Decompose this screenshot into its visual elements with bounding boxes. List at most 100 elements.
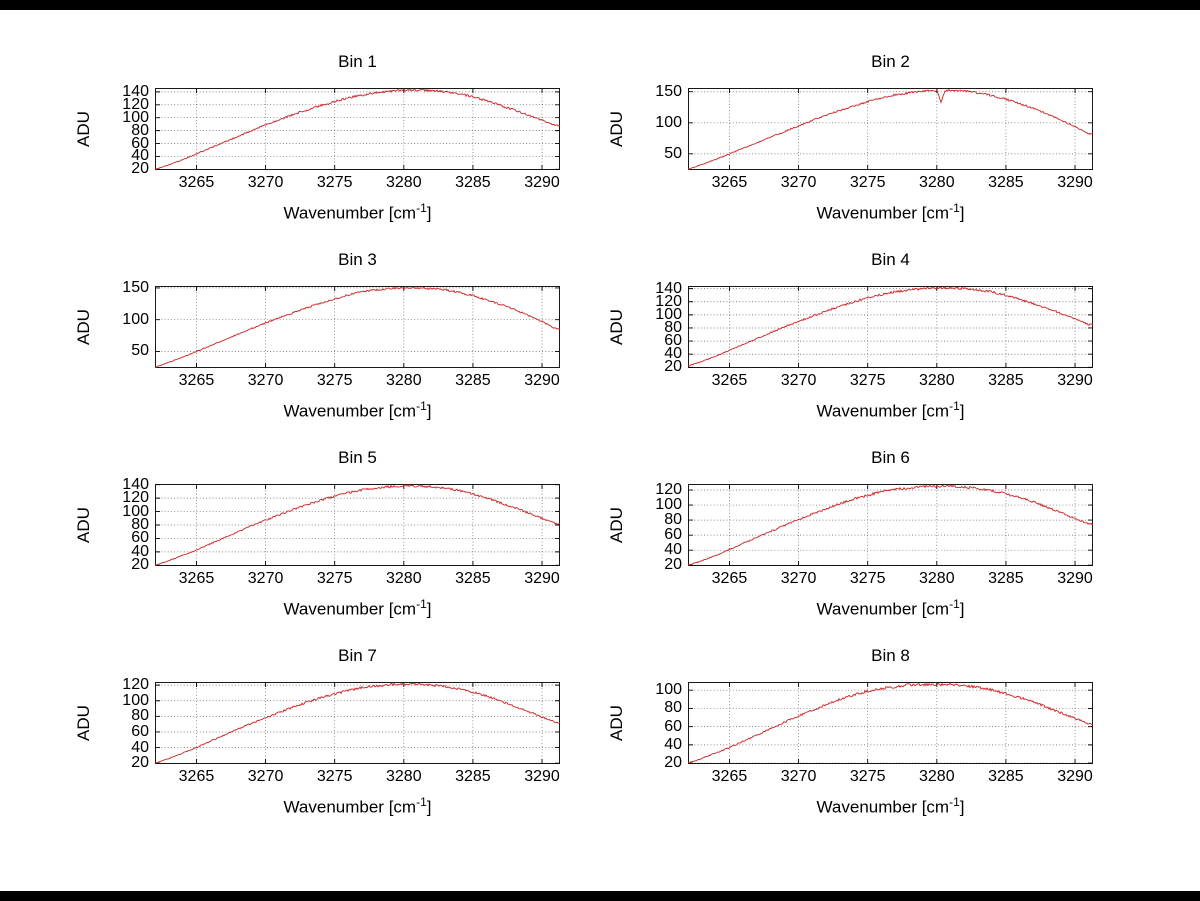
x-tick-label: 3265 [178, 372, 215, 389]
y-axis-label-text: ADU [74, 309, 93, 345]
x-axis-label: Wavenumber [cm-1] [688, 394, 1093, 424]
y-tick-label: 80 [664, 318, 682, 336]
y-tick-label: 60 [664, 526, 682, 544]
y-tick-label: 140 [122, 475, 149, 493]
plot-area [688, 484, 1093, 566]
y-tick-label: 120 [655, 292, 682, 310]
y-tick-label: 20 [664, 556, 682, 574]
y-tick-labels: 20 40 60 80 100 120 [636, 481, 684, 573]
y-tick-label: 40 [664, 541, 682, 559]
y-axis-label: ADU [71, 286, 97, 368]
x-tick-label: 3280 [386, 174, 422, 191]
y-tick-label: 100 [122, 310, 149, 328]
y-tick-label: 40 [664, 735, 682, 753]
x-axis-label-base: Wavenumber [cm [816, 599, 950, 619]
x-tick-label: 3285 [455, 174, 491, 191]
subplot-bin-7: Bin 7 ADU 20 40 60 80 100 120 3265 3270 3275 3280 32… [74, 644, 575, 822]
plot-canvas [688, 286, 1093, 368]
x-axis-label-close: ] [426, 401, 432, 421]
x-axis-label-sup: -1 [949, 201, 960, 215]
x-tick-label: 3270 [780, 768, 817, 785]
y-axis-label-text: ADU [74, 705, 93, 741]
x-tick-label: 3280 [386, 768, 422, 785]
x-tick-label: 3270 [780, 372, 817, 389]
y-tick-labels: 20 40 60 80 100 120 140 [103, 476, 151, 574]
x-tick-label: 3285 [988, 768, 1024, 785]
y-axis-label-text: ADU [607, 705, 626, 741]
y-tick-labels: 20 40 60 80 100 120 140 [636, 280, 684, 376]
x-tick-label: 3280 [919, 570, 955, 587]
y-tick-label: 150 [122, 278, 149, 296]
x-tick-label: 3270 [780, 174, 817, 191]
y-tick-label: 150 [655, 82, 682, 100]
x-tick-label: 3265 [711, 174, 748, 191]
x-tick-label: 3290 [524, 768, 560, 785]
y-tick-label: 60 [664, 332, 682, 350]
y-tick-label: 20 [131, 754, 149, 772]
x-tick-label: 3275 [316, 174, 353, 191]
x-tick-label: 3275 [849, 570, 886, 587]
x-axis-label-sup: -1 [416, 597, 427, 611]
y-axis-label: ADU [604, 682, 630, 764]
y-tick-label: 100 [655, 681, 682, 699]
y-axis-label: ADU [71, 88, 97, 170]
y-tick-label: 40 [131, 738, 149, 756]
x-tick-label: 3265 [711, 570, 748, 587]
x-tick-label: 3290 [524, 570, 560, 587]
x-axis-label: Wavenumber [cm-1] [688, 790, 1093, 820]
x-tick-label: 3285 [988, 570, 1024, 587]
y-tick-label: 80 [131, 707, 149, 725]
x-tick-labels: 3265 3270 3275 3280 3285 3290 [688, 569, 1093, 589]
chart-title: Bin 3 [338, 250, 377, 269]
x-tick-labels: 3265 3270 3275 3280 3285 3290 [155, 371, 560, 391]
y-tick-labels: 50 100 150 [103, 279, 151, 368]
x-tick-label: 3290 [524, 174, 560, 191]
x-tick-label: 3275 [849, 372, 886, 389]
x-axis-label-base: Wavenumber [cm [816, 797, 950, 817]
x-tick-label: 3280 [919, 372, 955, 389]
x-tick-label: 3265 [711, 372, 748, 389]
x-axis-label-base: Wavenumber [cm [816, 401, 950, 421]
y-axis-label-text: ADU [74, 507, 93, 543]
y-tick-label: 80 [664, 699, 682, 717]
y-axis-label: ADU [604, 484, 630, 566]
y-tick-label: 80 [131, 516, 149, 533]
x-axis-label-close: ] [426, 599, 432, 619]
y-tick-label: 100 [122, 108, 149, 126]
y-tick-label: 120 [122, 676, 149, 694]
x-axis-label: Wavenumber [cm-1] [155, 196, 560, 226]
x-tick-label: 3275 [849, 174, 886, 191]
x-tick-label: 3285 [455, 372, 491, 389]
y-tick-label: 60 [131, 134, 149, 152]
y-tick-label: 20 [131, 160, 149, 178]
subplot-bin-4: Bin 4 ADU 20 40 60 80 100 120 140 3265 3270 3275 328… [607, 248, 1108, 426]
x-axis-label-close: ] [959, 797, 965, 817]
x-tick-label: 3270 [780, 570, 817, 587]
x-axis-label-base: Wavenumber [cm [816, 203, 950, 223]
x-tick-label: 3280 [386, 570, 422, 587]
y-tick-labels: 20 40 60 80 100 120 [103, 676, 151, 771]
x-tick-label: 3280 [386, 372, 422, 389]
y-axis-label-text: ADU [607, 111, 626, 147]
chart-title: Bin 8 [871, 646, 910, 665]
x-axis-label: Wavenumber [cm-1] [688, 592, 1093, 622]
x-tick-label: 3280 [919, 768, 955, 785]
plot-canvas [688, 88, 1093, 170]
x-tick-label: 3270 [247, 768, 284, 785]
y-axis-label: ADU [604, 88, 630, 170]
y-tick-label: 80 [664, 511, 682, 529]
x-tick-labels: 3265 3270 3275 3280 3285 3290 [155, 569, 560, 589]
x-axis-label-base: Wavenumber [cm [283, 599, 417, 619]
plot-area [688, 286, 1093, 368]
x-tick-label: 3290 [1057, 174, 1093, 191]
y-tick-label: 40 [131, 147, 149, 165]
plot-canvas [688, 484, 1093, 566]
subplot-bin-5: Bin 5 ADU 20 40 60 80 100 120 140 3265 3270 3275 328… [74, 446, 575, 624]
x-axis-label-close: ] [426, 797, 432, 817]
x-tick-label: 3285 [455, 570, 491, 587]
x-axis-label-close: ] [959, 203, 965, 223]
x-tick-label: 3285 [988, 372, 1024, 389]
x-tick-label: 3275 [316, 372, 353, 389]
y-tick-labels: 20 40 60 80 100 [636, 681, 684, 771]
y-axis-label: ADU [604, 286, 630, 368]
